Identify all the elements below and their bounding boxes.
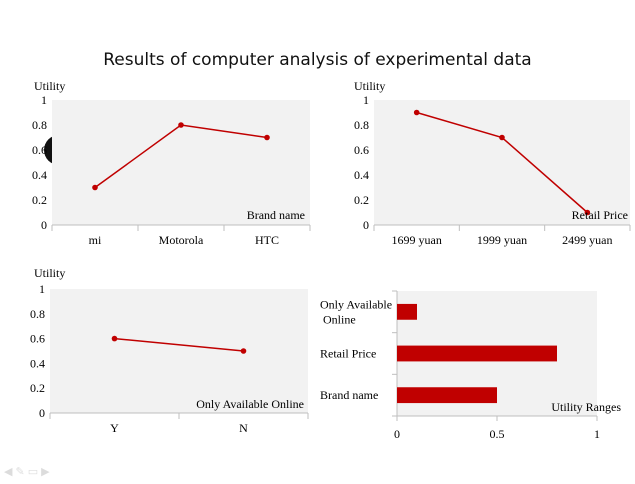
price-plot-area	[374, 100, 630, 225]
online-category-label: Y	[110, 421, 119, 435]
slide-title: Results of computer analysis of experime…	[103, 50, 532, 70]
brand-category-label: HTC	[255, 233, 279, 247]
price-y-tick-label: 0.6	[354, 143, 369, 157]
online-category-label: N	[239, 421, 248, 435]
ranges-category-label: Online	[323, 312, 356, 326]
slideshow-controls[interactable]: ◀ ✎ ▭ ▶	[4, 465, 50, 478]
brand-data-point	[264, 134, 270, 141]
price-category-label: 1699 yuan	[392, 233, 442, 247]
online-y-tick-label: 0.4	[30, 356, 45, 370]
brand-category-label: Motorola	[159, 233, 204, 247]
price-data-point	[413, 109, 420, 116]
brand-y-axis-title: Utility	[34, 79, 65, 93]
price-x-axis-title: Retail Price	[572, 208, 628, 222]
ranges-x-axis-title: Utility Ranges	[551, 400, 621, 414]
price-y-axis-title: Utility	[354, 79, 385, 93]
price-y-tick-label: 1	[363, 93, 369, 107]
price-data-point	[499, 134, 505, 141]
ranges-category-label: Brand name	[320, 388, 378, 402]
ranges-x-tick-label: 0.5	[490, 427, 505, 441]
brand-data-point	[178, 122, 184, 128]
online-y-tick-label: 0.2	[30, 381, 45, 395]
slide-menu-icon[interactable]: ▭	[27, 465, 39, 478]
price-y-tick-label: 0.2	[354, 193, 369, 207]
brand-data-point	[92, 184, 98, 191]
previous-slide-icon[interactable]: ◀	[4, 465, 13, 478]
online-data-point	[111, 335, 118, 342]
online-y-tick-label: 0.8	[30, 307, 45, 321]
brand-plot-area	[52, 100, 310, 225]
online-y-axis-title: Utility	[34, 266, 65, 280]
ranges-bar	[397, 387, 497, 404]
ranges-category-label: Only Available	[320, 297, 392, 311]
online-y-tick-label: 1	[39, 282, 45, 296]
online-data-point	[240, 348, 247, 354]
ranges-bar	[397, 345, 557, 362]
brand-category-label: mi	[89, 233, 102, 247]
brand-y-tick-label: 0.4	[32, 168, 47, 182]
brand-y-tick-label: 1	[41, 93, 47, 107]
price-data-point	[584, 209, 591, 216]
online-y-tick-label: 0.6	[30, 332, 45, 346]
price-y-tick-label: 0.8	[354, 118, 369, 132]
online-x-axis-title: Only Available Online	[196, 397, 304, 411]
ranges-x-tick-label: 0	[394, 427, 400, 441]
online-series-line	[114, 337, 244, 352]
online-plot-area	[50, 289, 308, 413]
price-category-label: 2499 yuan	[562, 233, 612, 247]
next-slide-icon[interactable]: ▶	[41, 465, 50, 478]
ranges-x-tick-label: 1	[594, 427, 600, 441]
price-y-tick-label: 0	[363, 218, 369, 232]
brand-y-tick-label: 0	[41, 218, 47, 232]
price-category-label: 1999 yuan	[477, 233, 527, 247]
online-y-tick-label: 0	[39, 406, 45, 420]
price-y-tick-label: 0.4	[354, 168, 369, 182]
brand-x-axis-title: Brand name	[247, 208, 305, 222]
ranges-category-label: Retail Price	[320, 347, 376, 361]
brand-y-tick-label: 0.6	[32, 143, 47, 157]
brand-y-tick-label: 0.8	[32, 118, 47, 132]
pen-icon[interactable]: ✎	[15, 465, 25, 478]
ranges-bar	[397, 303, 417, 320]
brand-y-tick-label: 0.2	[32, 193, 47, 207]
